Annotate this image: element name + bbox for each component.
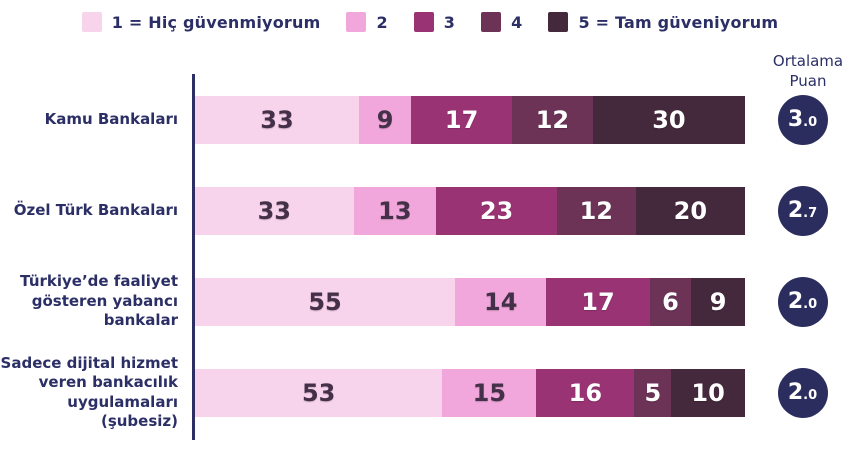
legend-item-3: 3 bbox=[413, 12, 456, 32]
bar-row: Sadece dijital hizmet veren bankacılık u… bbox=[0, 347, 860, 438]
legend-swatch-3 bbox=[413, 12, 434, 32]
score-column: 2 .0 bbox=[745, 276, 860, 327]
bar-segment: 33 bbox=[195, 186, 354, 235]
legend-label-3: 3 bbox=[443, 12, 456, 32]
average-value-int: 2 bbox=[787, 289, 804, 314]
average-value-dec: .7 bbox=[803, 205, 818, 221]
legend-label-4: 4 bbox=[511, 12, 523, 32]
legend: 1 = Hiç güvenmiyorum 2 3 4 5 = Tam güven… bbox=[0, 12, 860, 32]
average-score-header-line1: Ortalama bbox=[772, 52, 844, 70]
legend-item-1: 1 = Hiç güvenmiyorum bbox=[81, 12, 321, 32]
bar-segment: 16 bbox=[536, 368, 635, 417]
bar-segment: 14 bbox=[455, 277, 547, 326]
bar-row: Özel Türk Bankaları 33 13 23 12 20 2 .7 bbox=[0, 165, 860, 256]
stacked-bar: 53 15 16 5 10 bbox=[195, 368, 746, 417]
bar-segment: 13 bbox=[353, 186, 437, 235]
bar-row: Kamu Bankaları 33 9 17 12 30 3 .0 bbox=[0, 74, 860, 165]
bar-row: Türkiye’de faaliyet gösteren yabancı ban… bbox=[0, 256, 860, 347]
score-badge: 2 .0 bbox=[777, 367, 828, 418]
bar-segment: 30 bbox=[592, 95, 745, 144]
average-value-int: 2 bbox=[787, 198, 804, 223]
legend-swatch-2 bbox=[346, 12, 367, 32]
stacked-bar: 33 9 17 12 30 bbox=[195, 95, 745, 144]
bar-segment: 15 bbox=[442, 368, 537, 417]
score-column: 3 .0 bbox=[745, 94, 860, 145]
category-label: Türkiye’de faaliyet gösteren yabancı ban… bbox=[20, 272, 178, 330]
average-score-header-line2: Puan bbox=[789, 71, 827, 90]
category-label: Sadece dijital hizmet veren bankacılık u… bbox=[0, 353, 178, 431]
bar-segment: 17 bbox=[546, 277, 650, 326]
legend-item-2: 2 bbox=[346, 12, 388, 32]
legend-swatch-1 bbox=[81, 12, 102, 32]
bar-segment: 9 bbox=[691, 277, 745, 326]
bar-segment: 20 bbox=[635, 186, 745, 235]
legend-swatch-5 bbox=[548, 12, 569, 32]
bar-segment: 12 bbox=[556, 186, 636, 235]
average-value-int: 3 bbox=[787, 107, 804, 132]
legend-item-5: 5 = Tam güveniyorum bbox=[548, 12, 778, 32]
bar-segment: 5 bbox=[634, 368, 672, 417]
bar-segment: 10 bbox=[671, 368, 746, 417]
category-label: Kamu Bankaları bbox=[44, 109, 178, 128]
score-column: 2 .0 bbox=[745, 367, 860, 418]
bar-segment: 9 bbox=[358, 95, 412, 144]
legend-item-4: 4 bbox=[481, 12, 522, 32]
average-value-int: 2 bbox=[787, 380, 804, 405]
category-label: Özel Türk Bankaları bbox=[13, 200, 178, 219]
score-badge: 2 .0 bbox=[777, 276, 828, 327]
bar-segment: 6 bbox=[649, 277, 692, 326]
bar-segment: 33 bbox=[195, 95, 359, 144]
average-value-dec: .0 bbox=[803, 114, 818, 130]
average-score-header: Ortalama Puan bbox=[758, 52, 858, 91]
stacked-bar: 33 13 23 12 20 bbox=[195, 186, 745, 235]
average-value-dec: .0 bbox=[803, 387, 818, 403]
legend-label-2: 2 bbox=[376, 12, 388, 32]
bar-segment: 23 bbox=[436, 186, 557, 235]
legend-label-5: 5 = Tam güveniyorum bbox=[578, 12, 779, 32]
bar-segment: 17 bbox=[411, 95, 512, 144]
bar-segment: 53 bbox=[195, 368, 443, 417]
legend-label-1: 1 = Hiç güvenmiyorum bbox=[111, 12, 321, 32]
bar-segment: 12 bbox=[511, 95, 593, 144]
legend-swatch-4 bbox=[481, 12, 502, 32]
stacked-bar: 55 14 17 6 9 bbox=[195, 277, 745, 326]
axis-line bbox=[192, 74, 195, 440]
stacked-bar-chart: Kamu Bankaları 33 9 17 12 30 3 .0 Özel T… bbox=[0, 74, 860, 438]
score-badge: 3 .0 bbox=[777, 94, 828, 145]
score-column: 2 .7 bbox=[745, 185, 860, 236]
bar-segment: 55 bbox=[195, 277, 456, 326]
score-badge: 2 .7 bbox=[777, 185, 828, 236]
average-value-dec: .0 bbox=[803, 296, 818, 312]
